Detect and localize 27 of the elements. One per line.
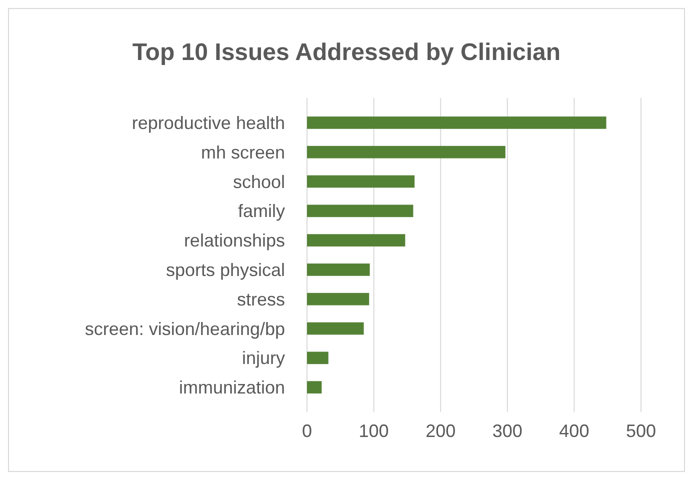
bar (307, 381, 322, 394)
bar (307, 322, 364, 335)
y-tick-label: injury (242, 348, 285, 368)
bar (307, 116, 606, 129)
bar (307, 352, 328, 364)
x-tick-label: 500 (626, 421, 656, 441)
bar (307, 175, 415, 188)
x-tick-label: 300 (492, 421, 522, 441)
y-tick-label: family (238, 201, 285, 222)
bar (307, 264, 370, 276)
y-tick-label: reproductive health (132, 113, 285, 133)
y-tick-label: screen: vision/hearing/bp (84, 318, 285, 339)
y-tick-label: school (232, 172, 285, 192)
chart-title: Top 10 Issues Addressed by Clinician (132, 39, 561, 66)
bar (307, 234, 406, 246)
y-tick-label: mh screen (200, 142, 285, 162)
bar (307, 146, 506, 158)
x-tick-label: 100 (358, 421, 389, 441)
y-tick-label: immunization (178, 378, 285, 398)
x-tick-label: 0 (302, 421, 312, 441)
x-tick-label: 400 (559, 421, 590, 441)
bar (307, 204, 414, 218)
bar (307, 292, 370, 306)
y-tick-label: stress (236, 289, 285, 310)
y-tick-label: sports physical (166, 260, 285, 280)
y-tick-label: relationships (184, 230, 285, 251)
x-tick-label: 200 (426, 421, 456, 441)
